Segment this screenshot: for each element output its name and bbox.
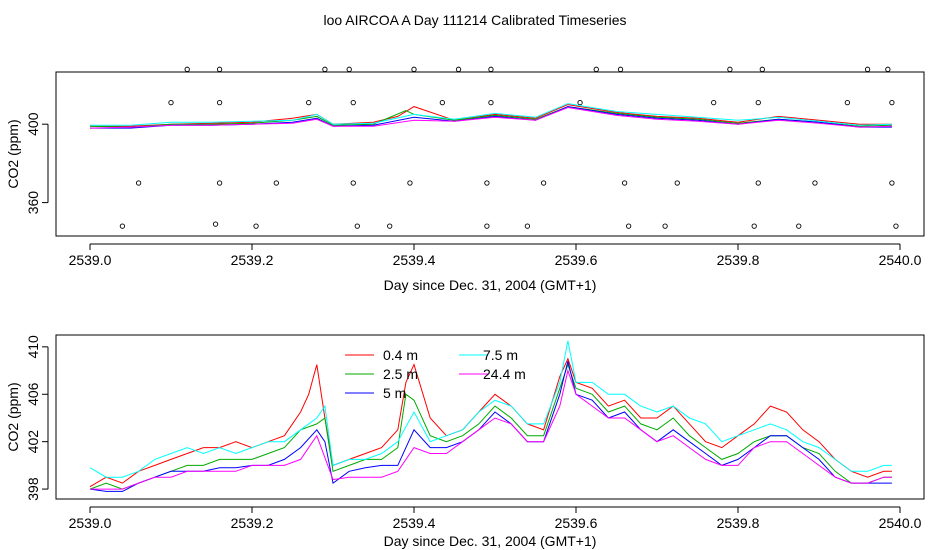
bottom-x-axis-label: Day since Dec. 31, 2004 (GMT+1) [384,533,597,549]
top-flag-marker [674,180,680,186]
top-flag-marker [796,223,802,229]
top-y-axis-label: CO2 (ppm) [5,119,21,188]
top-flag-marker [885,66,891,72]
top-flag-marker [889,180,895,186]
top-flag-marker [617,66,624,72]
top-flag-marker [253,223,259,229]
top-flag-marker [387,223,393,229]
top-flag-marker [354,223,360,229]
top-series-line-4 [89,106,892,129]
top-flag-marker [524,223,531,229]
top-flag-marker [755,99,761,106]
legend-label: 0.4 m [383,347,418,363]
top-flag-marker [135,180,142,186]
top-flag-marker [411,66,417,72]
top-series-line-1 [89,106,892,128]
top-flag-marker [844,99,850,106]
top-flag-marker [212,221,219,227]
bottom-series-line-3 [89,340,892,478]
bottom-series-line-2 [89,360,892,492]
bottom-legend: 0.4 m 2.5 m 5 m 7.5 m 24.4 m [345,347,526,401]
legend-label: 24.4 m [483,366,526,382]
top-panel: 2539.0 2539.2 2539.4 2539.6 2539.8 2540.0 360 4… [5,66,925,293]
bottom-x-tick-label: 2539.8 [717,515,760,531]
top-flag-marker [216,99,223,106]
top-flag-marker [119,223,126,229]
top-flag-marker [488,66,494,72]
top-flag-marker [755,180,761,186]
bottom-x-tick-label: 2539.0 [69,515,112,531]
legend-label: 5 m [383,385,406,401]
bottom-panel: 2539.0 2539.2 2539.4 2539.6 2539.8 2540.0 398 4… [5,334,925,549]
top-flag-marker [488,99,494,106]
top-x-tick-label: 2539.0 [69,252,112,268]
top-flag-marker [350,180,356,186]
top-flag-marker [621,180,628,186]
top-flag-marker [168,99,174,106]
top-axes: 2539.0 2539.2 2539.4 2539.6 2539.8 2540.0 360 4… [25,112,922,268]
bottom-x-tick-label: 2539.2 [231,515,274,531]
top-flag-markers [119,66,899,229]
top-x-tick-label: 2539.2 [231,252,274,268]
bottom-series-lines [89,340,892,492]
top-x-tick-label: 2540.0 [879,252,922,268]
top-flag-marker [455,66,462,72]
top-flag-marker [889,99,895,106]
bottom-series-line-1 [89,363,892,490]
top-x-tick-label: 2539.6 [555,252,598,268]
legend-label: 7.5 m [483,347,518,363]
top-flag-marker [273,180,279,186]
top-flag-marker [759,66,765,72]
top-y-tick-label: 360 [25,191,41,215]
top-x-axis-label: Day since Dec. 31, 2004 (GMT+1) [384,277,597,293]
top-flag-marker [306,99,312,106]
bottom-y-tick-label: 406 [25,382,41,406]
top-x-tick-label: 2539.4 [393,252,436,268]
figure-title: loo AIRCOA A Day 111214 Calibrated Times… [324,12,627,28]
top-flag-marker [484,223,490,229]
bottom-y-tick-label: 402 [25,430,41,454]
top-flag-marker [577,99,583,106]
top-flag-marker [484,180,490,186]
bottom-axes: 2539.0 2539.2 2539.4 2539.6 2539.8 2540.0 398 4… [25,335,922,531]
bottom-x-tick-label: 2539.6 [555,515,598,531]
top-series-line-3 [90,103,892,126]
top-flag-marker [322,66,328,72]
top-flag-marker [216,180,223,186]
top-flag-marker [812,180,818,186]
top-series-lines [89,103,892,129]
top-flag-marker [540,180,547,186]
top-x-tick-label: 2539.8 [717,252,760,268]
top-y-tick-label: 400 [25,112,41,136]
top-plot-frame [55,71,925,237]
top-flag-marker [711,99,717,106]
top-flag-marker [626,223,632,229]
bottom-plot-frame [55,334,925,500]
top-flag-marker [893,223,899,229]
bottom-y-axis-label: CO2 (ppm) [5,382,21,451]
top-flag-marker [662,223,668,229]
top-flag-marker [593,66,599,72]
bottom-y-tick-label: 398 [25,477,41,501]
top-flag-marker [439,99,445,106]
bottom-y-tick-label: 410 [25,335,41,359]
top-flag-marker [346,66,352,72]
top-flag-marker [407,180,413,186]
legend-label: 2.5 m [383,366,418,382]
top-flag-marker [350,99,356,106]
bottom-x-tick-label: 2540.0 [879,515,922,531]
top-flag-marker [216,66,223,72]
top-flag-marker [184,66,190,72]
top-flag-marker [864,66,871,72]
top-flag-marker [751,223,757,229]
bottom-x-tick-label: 2539.4 [393,515,436,531]
bottom-series-line-4 [90,368,892,490]
top-flag-marker [727,66,733,72]
